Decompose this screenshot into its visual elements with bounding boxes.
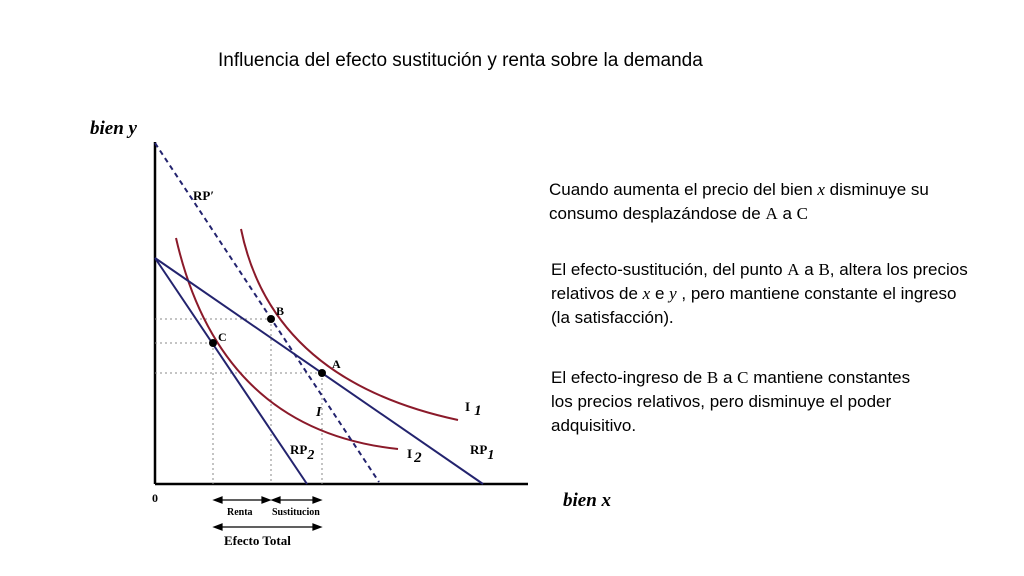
sustitucion-arrow-right: [312, 496, 323, 504]
block2-point-b: B: [818, 260, 830, 279]
block2-text-6: .: [669, 308, 674, 327]
x-axis-label: bien x: [563, 490, 612, 511]
rp2-label: RP2: [290, 442, 314, 463]
block3-point-b: B: [706, 368, 719, 387]
total-arrow-right: [312, 523, 323, 531]
block3-point-c: C: [737, 368, 749, 387]
block2-text-3: , altera los precios relativos de: [551, 260, 968, 303]
i1-label-main: I: [465, 399, 470, 414]
renta-arrow-right: [261, 496, 272, 504]
sustitucion-arrow-left: [270, 496, 281, 504]
guide-lines: [155, 318, 323, 484]
block2-text-2: a: [799, 260, 819, 279]
indifference-curve-i2: [175, 237, 399, 450]
point-c: [209, 339, 217, 347]
block1-text-1: Cuando aumenta el precio del bien: [549, 180, 818, 199]
renta-arrow-left: [212, 496, 223, 504]
budget-line-rp2: [154, 257, 308, 485]
i1-label-sub: 1: [474, 403, 482, 419]
point-a-label: A: [332, 357, 341, 371]
rp2-label-sub: 2: [306, 448, 314, 463]
block1-var-x: x: [817, 180, 825, 199]
explanation-block-3: El efecto-ingreso de B a C mantiene cons…: [551, 366, 911, 438]
block2-point-a: A: [787, 260, 800, 279]
block1-point-a: A: [765, 204, 778, 223]
point-b-label: B: [276, 304, 284, 318]
i-mid-label: I: [315, 405, 322, 420]
block3-text-2: a: [718, 368, 738, 387]
block2-var-y: y: [669, 284, 677, 303]
block1-point-c: C: [796, 204, 808, 223]
budget-line-rp-prime: [154, 142, 380, 483]
block2-var-x: x: [642, 284, 651, 303]
block1-text-3: a: [777, 204, 797, 223]
block2-text-5: , pero mantiene constante el ingreso (la…: [551, 284, 957, 327]
block1-text-2: disminuye su consumo desplazándose de: [549, 180, 929, 223]
origin-label: 0: [152, 491, 158, 505]
rp1-label: RP1: [470, 442, 494, 463]
block3-text-1: El efecto-ingreso de: [551, 368, 707, 387]
block3-text-3: mantiene constantes los precios relativo…: [551, 368, 911, 435]
rp1-label-sub: 1: [487, 448, 494, 463]
renta-label: Renta: [227, 507, 253, 518]
point-c-label: C: [218, 330, 227, 344]
block2-text-4: e: [650, 284, 670, 303]
explanation-block-2: El efecto-sustitución, del punto A a B, …: [551, 258, 969, 330]
point-a: [318, 369, 326, 377]
rp2-label-main: RP: [290, 442, 307, 457]
block2-text-1: El efecto-sustitución, del punto: [551, 260, 788, 279]
sustitucion-label: Sustitucion: [272, 507, 320, 518]
page-title: Influencia del efecto sustitución y rent…: [218, 50, 703, 71]
point-b: [267, 315, 275, 323]
effect-arrows: [212, 496, 323, 531]
indifference-curve-i1: [240, 228, 459, 421]
i2-label-sub: 2: [413, 450, 422, 466]
rp-prime-label: RP′: [193, 188, 214, 203]
y-axis-label: bien y: [90, 118, 138, 139]
explanation-block-1: Cuando aumenta el precio del bien x dism…: [549, 178, 969, 226]
rp1-label-main: RP: [470, 442, 487, 457]
total-arrow-left: [212, 523, 223, 531]
efecto-total-label: Efecto Total: [224, 533, 291, 548]
i2-label-main: I: [407, 446, 412, 461]
